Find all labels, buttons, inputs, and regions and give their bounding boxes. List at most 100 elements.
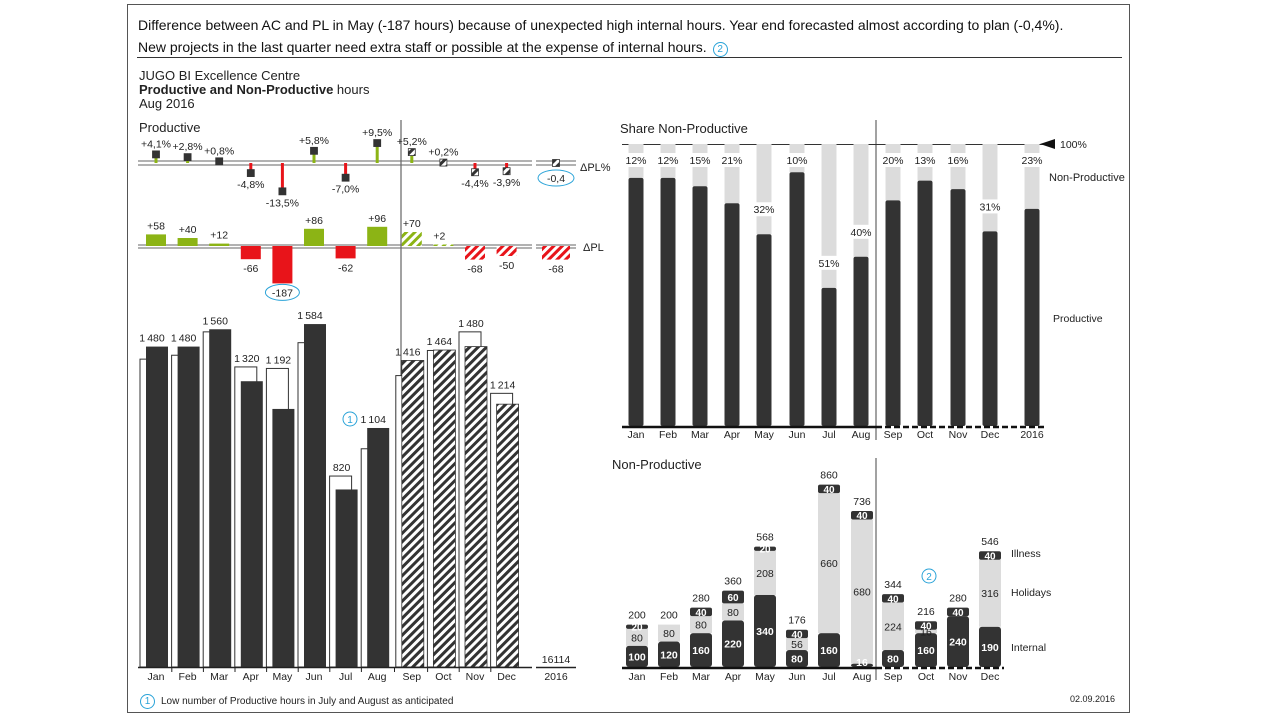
month-label: May — [272, 671, 293, 683]
share-percent-value: 12% — [657, 155, 678, 167]
actual-value: 1 584 — [297, 310, 323, 322]
np-illness-bar — [915, 621, 937, 630]
np-internal-value: 80 — [887, 654, 899, 666]
np-total-value: 200 — [628, 610, 646, 622]
header-rule — [137, 57, 1122, 58]
comment-line-2: New projects in the last quarter need ex… — [138, 39, 728, 57]
np-holidays-bar — [626, 628, 648, 646]
share-month-label: Jul — [822, 429, 835, 441]
np-total-value: 200 — [660, 610, 678, 622]
np-internal-bar — [818, 633, 840, 667]
delta-pl-percent-value: +0,2% — [428, 147, 458, 159]
actual-value: 1 560 — [202, 315, 228, 327]
np-holidays-bar — [754, 550, 776, 595]
actual-bar — [272, 408, 295, 667]
share-month-label: Jan — [628, 429, 645, 441]
share-label-bg — [881, 153, 905, 167]
np-internal-bar — [626, 645, 648, 667]
delta-pl-percent-head — [183, 153, 192, 162]
np-total-value: 344 — [884, 579, 902, 591]
np-illness-bar — [754, 546, 776, 551]
share-label-bg — [1020, 153, 1044, 167]
month-label: Apr — [243, 671, 260, 683]
delta-pl-label: ΔPL — [583, 242, 604, 254]
np-illness-bar — [882, 594, 904, 603]
np-month-label: Nov — [949, 671, 968, 683]
actual-value: 1 416 — [395, 346, 421, 358]
np-internal-value: 160 — [692, 645, 710, 657]
np-internal-value: 240 — [949, 637, 967, 649]
delta-pl-bar — [209, 243, 230, 246]
np-internal-bar — [947, 616, 969, 667]
annotation-1-label: 1 — [347, 415, 353, 426]
np-total-value: 860 — [820, 470, 838, 482]
share-non-productive-bar — [724, 144, 740, 204]
np-illness-bar — [690, 607, 712, 617]
actual-value: 1 480 — [458, 318, 484, 330]
share-month-label: Mar — [691, 429, 710, 441]
productive-total-value: 16114 — [542, 654, 571, 666]
delta-pl-percent-value: +9,5% — [362, 127, 392, 139]
np-internal-value: 160 — [917, 645, 935, 657]
np-holidays-value: 80 — [663, 628, 675, 640]
np-legend-holidays: Holidays — [1011, 587, 1051, 599]
np-month-label: Oct — [918, 671, 934, 683]
share-label-bg — [688, 153, 712, 167]
comment-line-2-text: New projects in the last quarter need ex… — [138, 39, 707, 55]
delta-pl-percent-total-head — [552, 159, 560, 167]
delta-pl-highlight — [264, 283, 300, 301]
np-legend-internal: Internal — [1011, 642, 1046, 654]
delta-pl-percent-value: -13,5% — [266, 197, 299, 209]
share-percent-value: 12% — [625, 155, 646, 167]
share-productive-bar — [660, 177, 676, 426]
np-illness-value: 20 — [631, 623, 643, 634]
np-holidays-bar — [658, 624, 680, 642]
np-holidays-bar — [818, 493, 840, 634]
np-total-value: 360 — [724, 576, 742, 588]
share-month-label: 2016 — [1020, 429, 1044, 441]
non-productive-title: Non-Productive — [612, 457, 702, 472]
month-label: Feb — [179, 671, 197, 683]
share-productive-bar — [789, 172, 805, 426]
month-label: Sep — [402, 671, 421, 683]
actual-bar — [177, 346, 200, 667]
delta-pl-percent-value: -4,4% — [461, 178, 488, 190]
share-percent-value: 40% — [850, 227, 871, 239]
share-100-arrow — [1040, 139, 1055, 149]
np-holidays-value: 80 — [631, 632, 643, 644]
np-month-label: Sep — [884, 671, 903, 683]
delta-pl-percent-value: +4,1% — [141, 138, 171, 150]
actual-bar — [146, 346, 168, 667]
delta-pl-value: +96 — [368, 213, 386, 225]
np-holidays-value: 316 — [981, 588, 999, 600]
np-illness-bar — [979, 551, 1001, 560]
np-holidays-bar — [882, 602, 904, 651]
delta-pl-value: +2 — [433, 231, 445, 243]
np-internal-value: 100 — [628, 651, 646, 663]
actual-value: 1 192 — [266, 354, 292, 366]
share-label-bg — [720, 153, 744, 167]
share-percent-value: 32% — [753, 204, 774, 216]
delta-pl-percent-total-value: -0,4 — [547, 173, 565, 185]
month-label: Oct — [435, 671, 451, 683]
month-label: Jun — [306, 671, 323, 683]
comment-note-ref: 2 — [712, 42, 728, 57]
np-internal-bar — [658, 641, 680, 667]
delta-pl-value: -50 — [499, 260, 514, 272]
delta-pl-percent-head — [310, 146, 318, 155]
delta-pl-percent-head — [439, 158, 448, 167]
share-productive-bar — [950, 189, 966, 426]
share-label-bg — [624, 153, 648, 167]
annotation-1-circle — [342, 411, 358, 427]
share-month-label: Dec — [981, 429, 1000, 441]
share-month-label: Aug — [852, 429, 871, 441]
actual-bar — [496, 403, 520, 668]
delta-pl-total-bar — [542, 246, 570, 260]
np-internal-bar — [754, 594, 776, 667]
share-productive-bar — [692, 186, 708, 426]
np-illness-value: 40 — [823, 485, 835, 496]
np-month-label: Aug — [853, 671, 872, 683]
share-non-productive-bar — [853, 144, 869, 257]
np-month-label: Jan — [629, 671, 646, 683]
actual-value: 820 — [333, 462, 351, 474]
